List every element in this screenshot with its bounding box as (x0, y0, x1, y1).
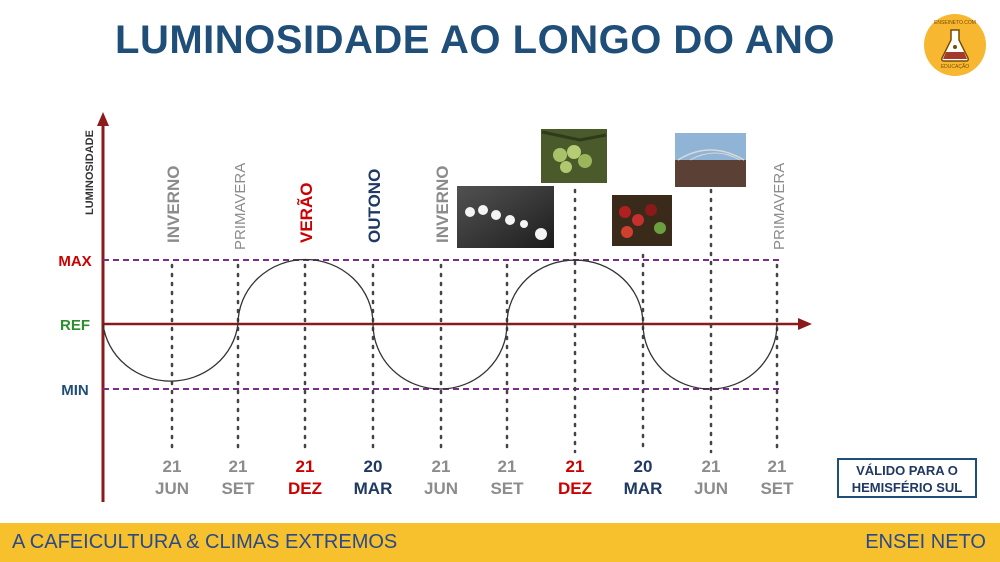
date-day: 21 (296, 457, 315, 476)
footer-course-title: A CAFEICULTURA & CLIMAS EXTREMOS (12, 531, 398, 553)
note-line-1: VÁLIDO PARA O (856, 463, 958, 478)
logo-text-top: ENSEINETO.COM (934, 20, 976, 26)
date-month: SET (221, 479, 255, 498)
logo-text-bottom: EDUCAÇÃO (940, 64, 970, 70)
ref-axis-arrow (798, 318, 812, 330)
date-month: DEZ (288, 479, 322, 498)
drying-yard-photo (675, 133, 746, 187)
season-label: PRIMAVERA (232, 163, 249, 250)
date-month: JUN (694, 479, 728, 498)
y-axis-label: LUMINOSIDADE (84, 130, 96, 215)
page-title: LUMINOSIDADE AO LONGO DO ANO (115, 18, 835, 62)
season-label: INVERNO (164, 166, 183, 243)
date-day: 21 (432, 457, 451, 476)
date-day: 21 (229, 457, 248, 476)
date-day: 21 (768, 457, 787, 476)
season-label: OUTONO (365, 169, 384, 243)
level-label-ref: REF (60, 317, 90, 334)
flask-icon (941, 29, 969, 62)
note-line-2: HEMISFÉRIO SUL (851, 480, 963, 495)
date-guides (170, 188, 779, 454)
level-label-max: MAX (58, 253, 91, 270)
luminosity-diagram: MAX REF MIN LUMINOSIDADE INVERNO PRIMAVE… (58, 112, 812, 502)
date-day: 21 (498, 457, 517, 476)
date-day: 21 (702, 457, 721, 476)
date-day: 21 (566, 457, 585, 476)
date-day: 20 (634, 457, 653, 476)
y-axis-arrow (97, 112, 109, 126)
logo: ENSEINETO.COM EDUCAÇÃO (924, 14, 986, 76)
season-label: INVERNO (433, 166, 452, 243)
date-month: DEZ (558, 479, 592, 498)
date-day: 21 (163, 457, 182, 476)
southern-hemisphere-note: VÁLIDO PARA O HEMISFÉRIO SUL (837, 458, 977, 498)
footer-bar: A CAFEICULTURA & CLIMAS EXTREMOS ENSEI N… (0, 523, 1000, 562)
footer-author: ENSEI NETO (865, 531, 986, 553)
date-month: MAR (624, 479, 663, 498)
date-month: SET (490, 479, 524, 498)
green-coffee-cherries-photo (541, 129, 607, 183)
coffee-flowers-photo (457, 186, 554, 248)
luminosity-curve (102, 258, 778, 390)
ripe-coffee-cherries-photo (612, 195, 672, 246)
date-day: 20 (364, 457, 383, 476)
date-month: SET (760, 479, 794, 498)
date-month: JUN (424, 479, 458, 498)
level-label-min: MIN (61, 382, 89, 399)
season-label: VERÃO (296, 183, 316, 243)
date-month: JUN (155, 479, 189, 498)
season-label: PRIMAVERA (771, 163, 788, 250)
date-month: MAR (354, 479, 393, 498)
